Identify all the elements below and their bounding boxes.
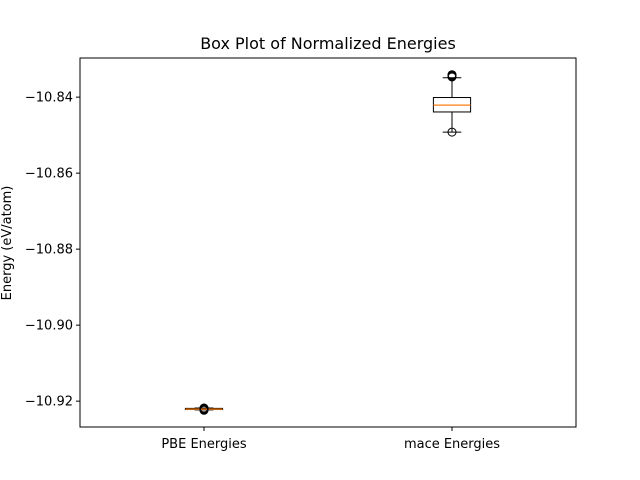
axes-frame [79,57,577,428]
chart-title: Box Plot of Normalized Energies [200,34,456,53]
box-group [432,70,472,137]
y-tick-label: −10.92 [25,395,73,410]
y-tick-label: −10.88 [25,243,73,258]
plot-area [184,70,472,415]
x-tick-label: PBE Energies [161,437,247,452]
outlier-point [447,127,457,137]
y-tick-label: −10.84 [25,91,73,106]
y-axis-label: Energy (eV/atom) [0,186,15,301]
y-tick-label: −10.86 [25,167,73,182]
outlier-point [447,70,457,80]
x-axis: PBE Energies mace Energies [161,427,500,452]
x-tick-label: mace Energies [404,437,500,452]
box-group [184,403,224,415]
outlier-point [199,403,209,413]
y-tick-label: −10.90 [25,319,73,334]
y-axis: −10.84 −10.86 −10.88 −10.90 −10.92 [25,91,80,410]
